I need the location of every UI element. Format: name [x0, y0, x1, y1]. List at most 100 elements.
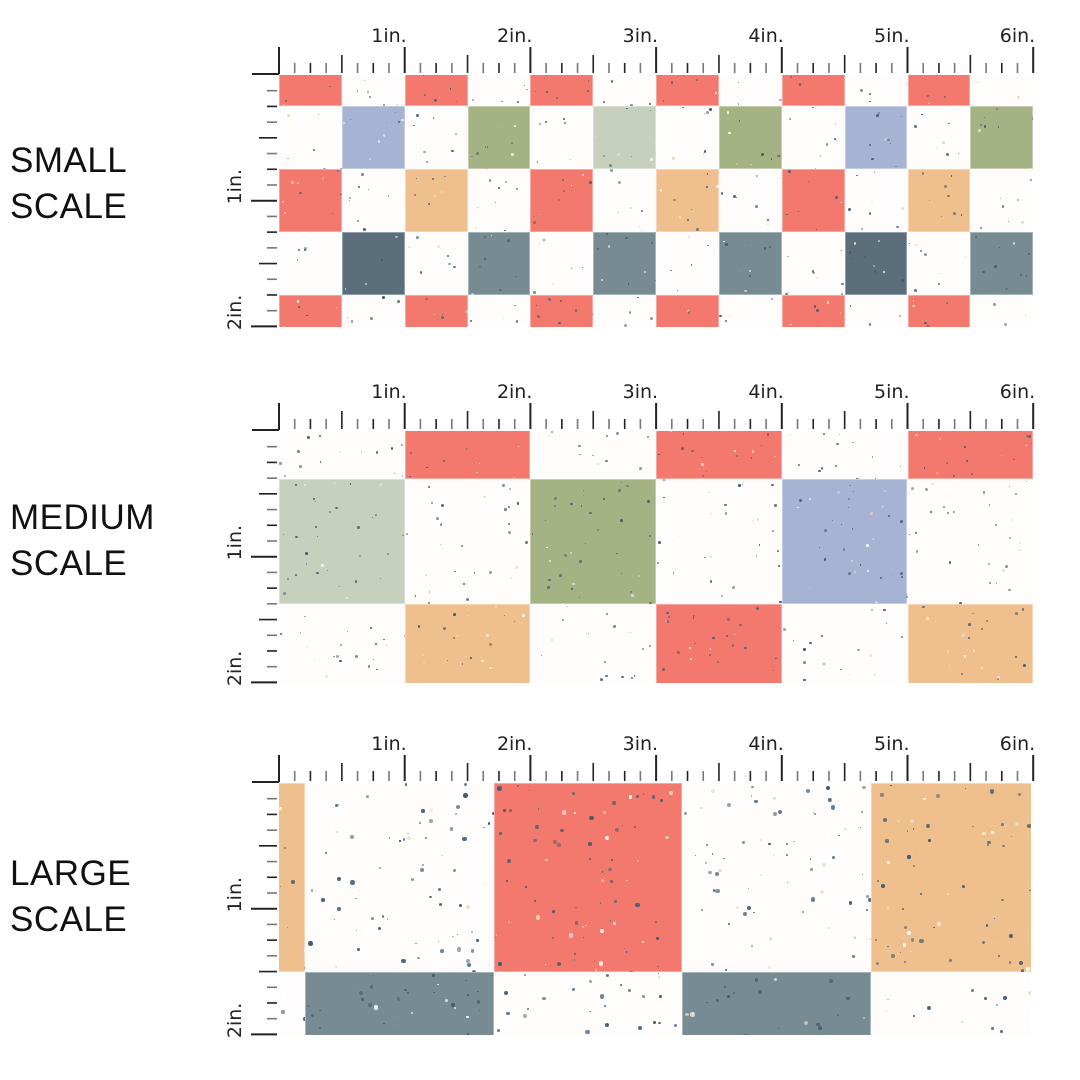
speckle [706, 186, 709, 188]
speckle [900, 207, 904, 211]
speckle [887, 945, 890, 948]
speckle [681, 447, 684, 450]
speckle [610, 858, 613, 861]
check-tile-coral [781, 75, 845, 108]
speckle [598, 961, 604, 966]
speckle [467, 614, 470, 617]
speckle [433, 195, 436, 198]
speckle [877, 240, 880, 242]
speckle [367, 665, 371, 668]
speckle [287, 157, 289, 160]
speckle [805, 788, 810, 793]
speckle [973, 649, 976, 652]
speckle [303, 247, 307, 251]
speckle [548, 434, 551, 437]
speckle [454, 812, 458, 816]
speckle [588, 979, 593, 983]
speckle [630, 676, 634, 680]
check-tile-coral [907, 75, 971, 109]
speckle [773, 797, 777, 801]
speckle [489, 525, 491, 528]
speckle [478, 1009, 480, 1011]
speckle [552, 282, 555, 285]
check-tile-cream [781, 604, 908, 683]
speckle [421, 809, 425, 813]
speckle [602, 497, 606, 501]
speckle [498, 562, 502, 565]
speckle [706, 1001, 708, 1004]
speckle [452, 637, 455, 640]
speckle [952, 511, 955, 514]
speckle [1019, 541, 1022, 544]
check-tile-peach [404, 169, 468, 235]
speckle [945, 495, 948, 497]
check-tile-cream [530, 431, 657, 479]
speckle [725, 243, 729, 246]
speckle [516, 188, 519, 191]
speckle [778, 565, 780, 568]
check-tile-olive-green [970, 106, 1033, 170]
speckle [516, 502, 520, 505]
speckle [929, 146, 933, 150]
speckle [556, 96, 559, 99]
speckle [539, 213, 541, 215]
speckle [495, 933, 498, 936]
speckle [687, 311, 691, 314]
speckle [705, 843, 709, 847]
speckle [279, 885, 281, 888]
speckle [284, 99, 287, 102]
speckle [503, 809, 506, 812]
speckle [337, 907, 342, 912]
speckle [536, 161, 539, 163]
speckle [439, 96, 441, 98]
speckle [456, 934, 459, 936]
speckle [499, 832, 502, 835]
speckle [630, 155, 632, 157]
speckle [875, 939, 878, 942]
speckle [779, 600, 782, 604]
check-tile-cream [530, 106, 594, 170]
check-tile-peach [656, 169, 720, 233]
speckle [458, 585, 461, 587]
speckle [416, 956, 420, 960]
speckle [927, 839, 931, 842]
speckle [298, 248, 301, 251]
speckle [570, 552, 572, 555]
speckle [579, 559, 583, 563]
speckle [903, 961, 906, 964]
speckle [430, 502, 434, 505]
speckle [417, 625, 421, 628]
speckle [733, 450, 736, 453]
speckle [484, 882, 486, 885]
speckle [910, 938, 915, 942]
speckle [375, 451, 379, 454]
speckle [595, 136, 599, 140]
speckle [693, 615, 696, 618]
speckle [562, 118, 566, 121]
speckle [442, 497, 445, 501]
speckle [642, 230, 644, 232]
speckle [395, 236, 398, 239]
speckle [476, 471, 478, 473]
speckle [687, 219, 689, 221]
speckle [840, 249, 842, 251]
speckle [1014, 821, 1019, 826]
speckle [740, 589, 742, 592]
speckle [518, 313, 521, 316]
speckle [589, 857, 592, 861]
speckle [600, 879, 604, 883]
speckle [649, 110, 651, 112]
speckle [728, 922, 731, 925]
speckle [503, 614, 505, 616]
speckle [295, 484, 298, 487]
ruler-label-y: 2in. [224, 1003, 246, 1038]
speckle [685, 1012, 689, 1017]
speckle [897, 820, 901, 824]
check-tile-cream [530, 604, 657, 683]
speckle [440, 544, 442, 546]
speckle [585, 924, 587, 927]
ruler-label-x: 4in. [748, 733, 783, 755]
speckle [535, 824, 539, 829]
speckle [502, 318, 504, 320]
speckle [464, 655, 467, 659]
